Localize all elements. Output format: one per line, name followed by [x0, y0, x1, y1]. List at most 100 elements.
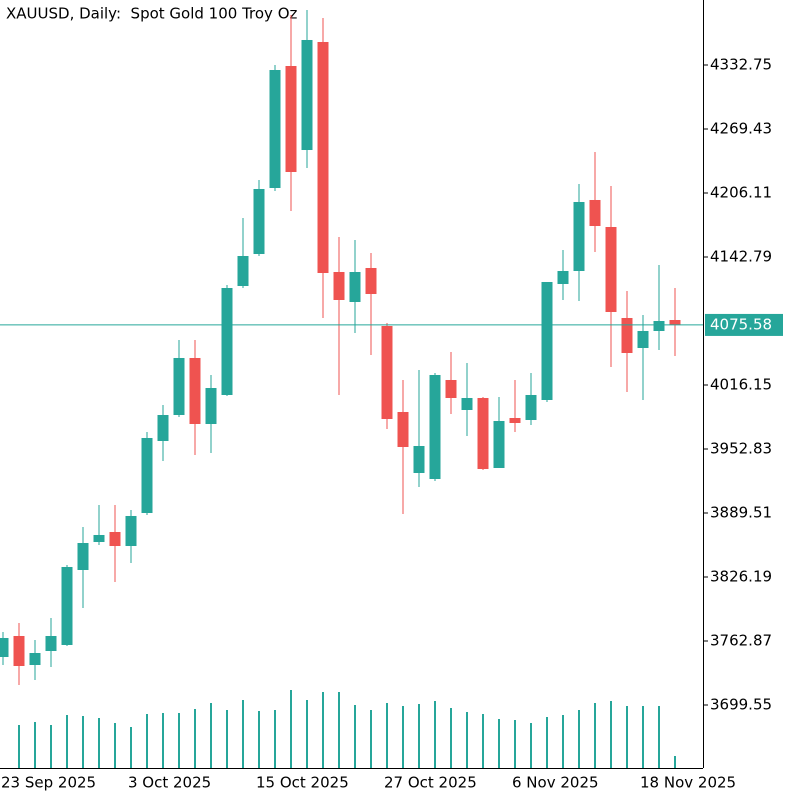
candle-body — [557, 270, 569, 284]
candle-body — [0, 637, 9, 658]
volume-bar — [594, 703, 596, 768]
volume-bar — [274, 710, 276, 768]
candle-body — [381, 325, 393, 420]
candle-body — [621, 317, 633, 354]
candle-body — [669, 320, 681, 325]
x-tick-label: 27 Oct 2025 — [384, 774, 477, 792]
chart-title: XAUUSD, Daily: Spot Gold 100 Troy Oz — [6, 5, 298, 23]
y-tick-label: 4269.43 — [710, 120, 772, 138]
candle-body — [141, 437, 153, 514]
x-tick-label: 18 Nov 2025 — [640, 774, 736, 792]
volume-bar — [402, 706, 404, 768]
volume-bar — [546, 717, 548, 768]
candle-body — [509, 418, 521, 423]
candle-body — [157, 414, 169, 441]
volume-bar — [258, 711, 260, 768]
candle-body — [221, 288, 233, 395]
volume-bar — [418, 704, 420, 768]
volume-bar — [242, 700, 244, 768]
volume-bar — [306, 700, 308, 768]
candle-body — [413, 445, 425, 473]
candle-body — [477, 397, 489, 469]
candle-body — [93, 534, 105, 542]
volume-bar — [146, 714, 148, 768]
volume-bar — [290, 690, 292, 768]
volume-bar — [210, 703, 212, 768]
candle-body — [605, 227, 617, 312]
y-tick-label: 4142.79 — [710, 248, 772, 266]
candle-body — [301, 39, 313, 151]
volume-bar — [578, 710, 580, 768]
volume-bar — [642, 706, 644, 768]
candle-body — [525, 394, 537, 421]
candle-body — [77, 542, 89, 570]
candle-body — [61, 566, 73, 645]
y-tick-label: 3952.83 — [710, 440, 772, 458]
candle-body — [173, 357, 185, 415]
volume-bar — [674, 756, 676, 768]
candle-body — [653, 321, 665, 331]
y-tick-label: 3826.19 — [710, 568, 772, 586]
volume-bar — [610, 701, 612, 768]
volume-bar — [162, 713, 164, 768]
volume-bar — [50, 725, 52, 768]
y-tick-label: 4206.11 — [710, 184, 772, 202]
candle-body — [29, 652, 41, 665]
candle-body — [109, 531, 121, 547]
volume-bar — [658, 706, 660, 768]
candle-body — [541, 281, 553, 400]
volume-bar — [514, 720, 516, 768]
volume-bar — [130, 727, 132, 768]
volume-bar — [322, 692, 324, 768]
volume-bar — [562, 715, 564, 768]
candle-body — [317, 41, 329, 274]
volume-bar — [626, 706, 628, 768]
volume-bar — [194, 709, 196, 768]
y-tick-label: 4332.75 — [710, 56, 772, 74]
candle-body — [125, 515, 137, 547]
candle-body — [285, 66, 297, 172]
candle-body — [429, 374, 441, 479]
volume-bar — [450, 708, 452, 768]
candle-body — [573, 201, 585, 271]
candle-body — [637, 330, 649, 348]
volume-bar — [178, 713, 180, 768]
candle-body — [493, 420, 505, 469]
candle-body — [589, 199, 601, 227]
candle-body — [349, 272, 361, 302]
volume-bar — [338, 692, 340, 768]
candle-body — [365, 267, 377, 294]
volume-bar — [466, 712, 468, 768]
x-tick-label: 3 Oct 2025 — [128, 774, 211, 792]
candle-body — [205, 388, 217, 424]
volume-bar — [498, 719, 500, 768]
candle-body — [45, 635, 57, 651]
volume-bar — [370, 710, 372, 768]
volume-bar — [226, 710, 228, 768]
volume-bar — [82, 716, 84, 768]
volume-bar — [482, 714, 484, 768]
volume-bar — [386, 703, 388, 768]
candle-body — [461, 397, 473, 410]
candle-body — [13, 635, 25, 666]
x-tick-label: 15 Oct 2025 — [256, 774, 349, 792]
candle-body — [189, 357, 201, 424]
volume-bar — [66, 715, 68, 768]
candle-body — [269, 70, 281, 188]
y-tick-label: 4016.15 — [710, 376, 772, 394]
y-tick-label: 3762.87 — [710, 632, 772, 650]
last-price-box — [705, 313, 783, 336]
candle-body — [253, 188, 265, 254]
last-price-label: 4075.58 — [710, 315, 772, 333]
candle-body — [237, 256, 249, 286]
volume-bar — [114, 723, 116, 768]
volume-bar — [34, 722, 36, 768]
volume-bar — [354, 705, 356, 768]
y-tick-label: 3889.51 — [710, 504, 772, 522]
candle-body — [397, 411, 409, 447]
candle-body — [445, 379, 457, 398]
volume-bar — [434, 701, 436, 768]
x-tick-label: 6 Nov 2025 — [512, 774, 599, 792]
